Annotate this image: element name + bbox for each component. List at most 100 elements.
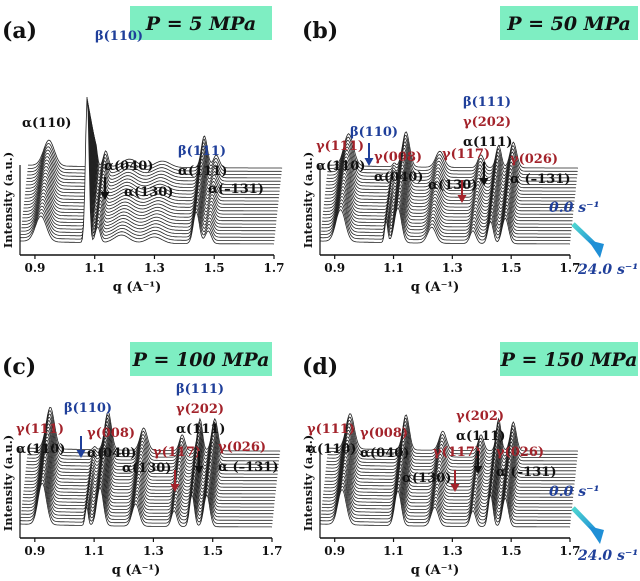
peak-label-gamma026: γ(026) α (–131) xyxy=(510,152,570,187)
trace-line xyxy=(322,187,573,225)
trace-line xyxy=(20,479,273,525)
y-axis-label: Intensity (a.u.) xyxy=(1,435,15,531)
peak-label-text: α(130) xyxy=(122,461,171,476)
waterfall-traces xyxy=(20,96,283,249)
peak-label-gamma117: γ(117) xyxy=(153,445,201,460)
trace-line xyxy=(320,200,571,238)
trace-line xyxy=(327,138,578,176)
peak-label-text: α (–131) xyxy=(496,465,556,480)
trace-line xyxy=(328,131,579,169)
panel-letter: (d) xyxy=(302,354,338,380)
peak-label-beta110: β(110) xyxy=(95,29,143,44)
peak-arrow xyxy=(479,162,489,186)
trace-line xyxy=(23,446,276,492)
pressure-title: P = 50 MPa xyxy=(506,13,631,35)
x-tick-label: 0.9 xyxy=(24,544,45,558)
panel-a: P = 5 MPa (a) 0.9 1.1 1.3 1.5 1.7 q (A⁻¹) Intens… xyxy=(1,6,284,295)
peak-label-text: γ(008) xyxy=(87,426,135,441)
panel-letter: (a) xyxy=(2,18,37,44)
peak-label-text: β(110) xyxy=(350,125,398,140)
x-tick-label: 1.7 xyxy=(264,261,285,275)
trace-line xyxy=(325,439,576,478)
trace-line xyxy=(20,482,273,528)
x-tick-label: 1.7 xyxy=(262,544,283,558)
peak-label-text: β(111) xyxy=(176,382,224,397)
peak-label-text: γ(008) xyxy=(360,426,408,441)
peak-label-text: α(130) xyxy=(402,471,451,486)
trace-line xyxy=(322,466,573,505)
trace-line xyxy=(21,466,274,511)
trace-line xyxy=(323,174,574,212)
trace-line xyxy=(27,138,282,172)
trace-line xyxy=(328,413,579,452)
trace-line xyxy=(25,126,280,195)
trace-line xyxy=(28,135,283,169)
waterfall-traces xyxy=(320,131,579,249)
trace-line xyxy=(21,102,276,235)
trace-line xyxy=(320,207,571,245)
peak-label-text: γ(111) xyxy=(316,139,364,154)
trace-line xyxy=(324,449,575,488)
peak-label-text: γ(202) xyxy=(176,402,224,417)
trace-line xyxy=(326,429,577,468)
trace-line xyxy=(25,433,278,478)
trace-line xyxy=(323,459,574,498)
peak-label-text: β(110) xyxy=(95,29,143,44)
title-banner xyxy=(500,342,638,376)
x-tick-label: 1.3 xyxy=(144,261,165,275)
trace-line xyxy=(22,110,277,222)
peak-label-gamma008: γ(008) α(040) xyxy=(87,426,136,461)
trace-line xyxy=(327,419,578,459)
trace-line xyxy=(324,167,575,205)
peak-label-text: γ(026) xyxy=(218,440,266,455)
peak-label-text: α(040) xyxy=(360,446,409,461)
trace-line xyxy=(24,443,277,488)
trace-line xyxy=(326,148,577,185)
peak-label-text: α(111) xyxy=(463,135,512,150)
peak-label-gamma111: γ(111) α(110) xyxy=(16,422,65,457)
trace-line xyxy=(27,413,280,459)
trace-line xyxy=(23,453,276,498)
peak-label-text: γ(117) xyxy=(442,147,490,162)
peak-label-alpha130: α(130) xyxy=(428,178,477,193)
y-axis-label: Intensity (a.u.) xyxy=(1,152,15,248)
trace-line xyxy=(23,449,276,495)
trace-line xyxy=(324,164,575,202)
peak-arrow xyxy=(457,180,467,203)
peak-label-text: α(040) xyxy=(87,446,136,461)
peak-label-gamma111: γ(111) α(110) xyxy=(307,422,356,457)
x-axis: 0.9 1.1 1.3 1.5 1.7 q (A⁻¹) xyxy=(19,448,283,578)
peak-label-alpha130: α(130) xyxy=(402,471,451,486)
trace-line xyxy=(322,469,573,508)
peak-label-text: β(111) xyxy=(463,95,511,110)
peak-label-text: α(111) xyxy=(456,429,505,444)
rate-start-label: 0.0 s⁻¹ xyxy=(549,484,600,500)
peak-label-alpha130: α(130) xyxy=(122,461,171,476)
trace-line xyxy=(26,420,279,465)
peak-label-gamma117: γ(117) xyxy=(442,147,490,162)
peak-label-text: α(111) xyxy=(178,164,227,179)
peak-label-text: α(040) xyxy=(104,159,153,174)
trace-line xyxy=(21,104,276,232)
peak-label-gamma026: γ(026) α (–131) xyxy=(218,440,278,475)
x-tick-label: 0.9 xyxy=(24,261,45,275)
peak-label-text: γ(202) xyxy=(456,409,504,424)
panel-letter: (c) xyxy=(2,354,36,380)
pressure-title: P = 5 MPa xyxy=(145,13,256,35)
peak-label-alpha040: α(040) xyxy=(104,159,153,174)
pressure-title: P = 150 MPa xyxy=(500,349,638,371)
trace-line xyxy=(20,96,275,245)
x-tick-label: 1.1 xyxy=(383,544,404,558)
x-tick-label: 0.9 xyxy=(324,544,345,558)
peak-arrow xyxy=(76,436,86,458)
peak-label-text: α (–131) xyxy=(510,172,570,187)
peak-label-text: γ(111) xyxy=(16,422,64,437)
trace-line xyxy=(22,463,275,508)
trace-line xyxy=(27,410,280,455)
trace-line xyxy=(321,476,572,515)
peak-label-text: α(–131) xyxy=(208,182,264,197)
x-tick-label: 1.5 xyxy=(204,261,225,275)
peak-label-text: α(110) xyxy=(22,116,71,131)
rate-start-label: 0.0 s⁻¹ xyxy=(549,200,600,216)
